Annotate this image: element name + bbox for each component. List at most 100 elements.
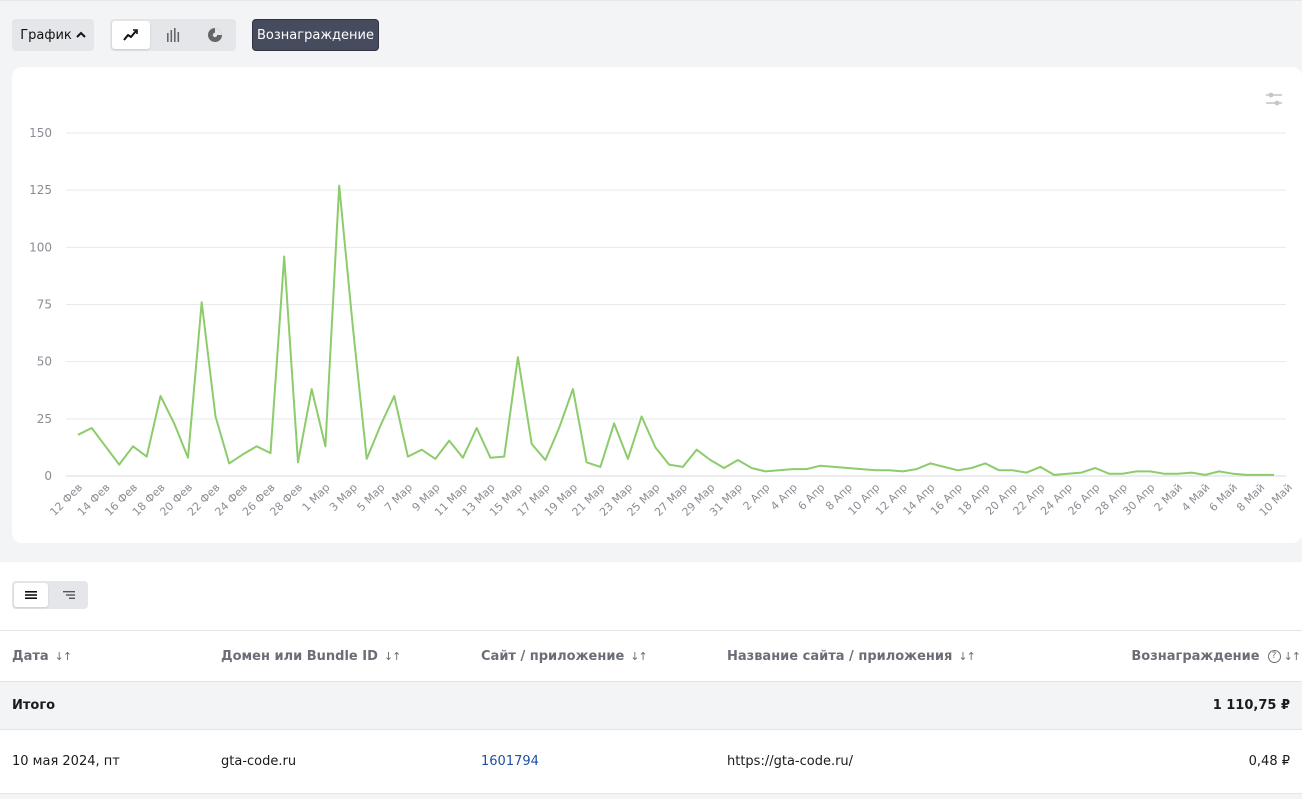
data-point[interactable] (143, 453, 151, 461)
data-point[interactable] (473, 424, 481, 432)
data-point[interactable] (363, 455, 371, 463)
data-point[interactable] (1215, 467, 1223, 475)
help-icon[interactable]: ? (1267, 649, 1281, 663)
data-point[interactable] (1174, 470, 1182, 478)
data-point[interactable] (404, 453, 412, 461)
data-point[interactable] (1160, 470, 1168, 478)
data-point[interactable] (720, 464, 728, 472)
data-point[interactable] (156, 392, 164, 400)
data-point[interactable] (899, 467, 907, 475)
data-point[interactable] (211, 413, 219, 421)
row-site-link[interactable]: 1601794 (481, 754, 539, 769)
data-point[interactable] (885, 466, 893, 474)
data-point[interactable] (1256, 471, 1264, 479)
data-point[interactable] (1023, 469, 1031, 477)
data-point[interactable] (1146, 467, 1154, 475)
data-point[interactable] (706, 456, 714, 464)
data-point[interactable] (693, 446, 701, 454)
data-point[interactable] (1091, 464, 1099, 472)
data-point[interactable] (954, 466, 962, 474)
data-point[interactable] (1133, 467, 1141, 475)
data-point[interactable] (349, 323, 357, 331)
data-point[interactable] (981, 459, 989, 467)
line-chart-option[interactable] (112, 21, 150, 49)
data-point[interactable] (1243, 471, 1251, 479)
data-point[interactable] (748, 464, 756, 472)
data-point[interactable] (734, 456, 742, 464)
data-point[interactable] (1078, 469, 1086, 477)
data-point[interactable] (418, 446, 426, 454)
data-point[interactable] (651, 443, 659, 451)
data-point[interactable] (926, 459, 934, 467)
reward-metric-button[interactable]: Вознаграждение (252, 19, 379, 51)
column-header-domain[interactable]: Домен или Bundle ID ↓↑ (221, 631, 401, 681)
data-point[interactable] (679, 463, 687, 471)
data-point[interactable] (253, 442, 261, 450)
pie-chart-option[interactable] (196, 21, 234, 49)
data-point[interactable] (294, 458, 302, 466)
data-point[interactable] (940, 463, 948, 471)
data-point[interactable] (376, 422, 384, 430)
data-point[interactable] (638, 413, 646, 421)
data-point[interactable] (445, 437, 453, 445)
data-point[interactable] (88, 424, 96, 432)
data-point[interactable] (1105, 470, 1113, 478)
data-point[interactable] (830, 463, 838, 471)
data-point[interactable] (1009, 466, 1017, 474)
data-point[interactable] (665, 461, 673, 469)
data-point[interactable] (1188, 469, 1196, 477)
data-point[interactable] (1229, 470, 1237, 478)
data-point[interactable] (431, 455, 439, 463)
data-point[interactable] (1036, 463, 1044, 471)
data-point[interactable] (789, 465, 797, 473)
data-point[interactable] (514, 353, 522, 361)
data-point[interactable] (266, 449, 274, 457)
data-point[interactable] (1270, 471, 1278, 479)
data-point[interactable] (486, 454, 494, 462)
flat-view-option[interactable] (14, 583, 48, 607)
data-point[interactable] (1201, 471, 1209, 479)
data-point[interactable] (198, 298, 206, 306)
data-point[interactable] (280, 252, 288, 260)
data-point[interactable] (761, 467, 769, 475)
chart-toggle-button[interactable]: График (12, 19, 94, 51)
data-point[interactable] (913, 465, 921, 473)
data-point[interactable] (803, 465, 811, 473)
data-point[interactable] (1064, 470, 1072, 478)
data-point[interactable] (968, 464, 976, 472)
data-point[interactable] (816, 462, 824, 470)
data-point[interactable] (101, 442, 109, 450)
data-point[interactable] (170, 419, 178, 427)
data-point[interactable] (871, 466, 879, 474)
data-point[interactable] (321, 442, 329, 450)
data-point[interactable] (624, 455, 632, 463)
column-header-site[interactable]: Сайт / приложение ↓↑ (481, 631, 648, 681)
data-point[interactable] (74, 431, 82, 439)
reward-series-line[interactable] (77, 184, 1274, 476)
data-point[interactable] (596, 463, 604, 471)
data-point[interactable] (184, 454, 192, 462)
data-point[interactable] (225, 459, 233, 467)
data-point[interactable] (115, 461, 123, 469)
data-point[interactable] (308, 385, 316, 393)
data-point[interactable] (528, 440, 536, 448)
data-point[interactable] (541, 456, 549, 464)
data-point[interactable] (569, 385, 577, 393)
data-point[interactable] (610, 419, 618, 427)
data-point[interactable] (239, 450, 247, 458)
bar-chart-option[interactable] (154, 21, 192, 49)
data-point[interactable] (995, 466, 1003, 474)
data-point[interactable] (1050, 471, 1058, 479)
data-point[interactable] (1119, 470, 1127, 478)
column-header-reward[interactable]: Вознаграждение ? ↓↑ (1131, 631, 1301, 681)
data-point[interactable] (858, 465, 866, 473)
data-point[interactable] (390, 392, 398, 400)
data-point[interactable] (555, 424, 563, 432)
data-point[interactable] (129, 442, 137, 450)
data-point[interactable] (500, 453, 508, 461)
settings-sliders-icon[interactable] (1264, 89, 1284, 109)
data-point[interactable] (844, 464, 852, 472)
data-point[interactable] (335, 182, 343, 190)
tree-view-option[interactable] (52, 583, 86, 607)
data-point[interactable] (775, 466, 783, 474)
